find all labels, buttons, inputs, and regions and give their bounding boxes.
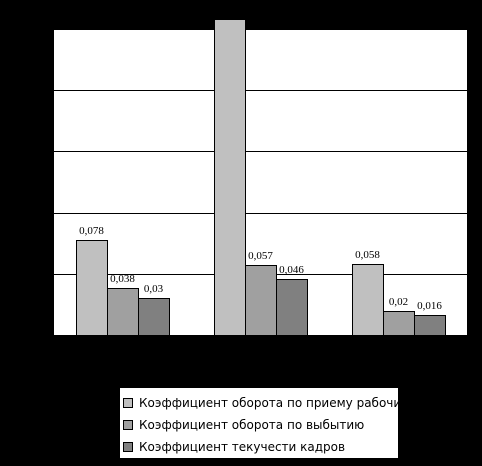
data-label-turnover-3: 0,016: [417, 300, 442, 312]
legend-item-turnover: Коэффициент текучести кадров: [123, 436, 398, 458]
bar-turnover-1: [138, 298, 170, 336]
legend: Коэффициент оборота по приему рабочих Ко…: [119, 387, 408, 459]
data-label-leave-1: 0,038: [110, 273, 135, 285]
data-label-leave-3: 0,02: [389, 296, 408, 308]
legend-label-turnover: Коэффициент текучести кадров: [139, 440, 346, 454]
data-labels: 0,078 0,038 0,03 0,258 0,057 0,046 0,058 0,02 0,…: [79, 4, 442, 312]
legend-label-leave: Коэффициент оборота по выбытию: [139, 418, 365, 432]
bars: [76, 19, 446, 336]
bar-hire-1: [76, 240, 108, 336]
data-label-hire-3: 0,058: [355, 249, 380, 261]
data-label-leave-2: 0,057: [248, 250, 273, 262]
legend-swatch-hire: [123, 398, 133, 408]
bar-hire-2: [214, 19, 246, 336]
bar-hire-3: [352, 264, 384, 336]
legend-item-leave: Коэффициент оборота по выбытию: [123, 414, 398, 436]
data-label-turnover-1: 0,03: [144, 283, 164, 295]
legend-label-hire: Коэффициент оборота по приему рабочих: [139, 396, 409, 410]
legend-swatch-leave: [123, 420, 133, 430]
legend-swatch-turnover: [123, 442, 133, 452]
bar-turnover-3: [414, 315, 446, 336]
data-label-hire-1: 0,078: [79, 225, 104, 237]
bar-leave-1: [107, 288, 139, 336]
bar-leave-2: [245, 265, 277, 336]
data-label-turnover-2: 0,046: [279, 264, 304, 276]
bar-turnover-2: [276, 279, 308, 336]
gridlines: [54, 29, 467, 275]
data-label-hire-2: 0,258: [217, 4, 242, 16]
legend-item-hire: Коэффициент оборота по приему рабочих: [123, 392, 408, 414]
bar-leave-3: [383, 311, 415, 336]
